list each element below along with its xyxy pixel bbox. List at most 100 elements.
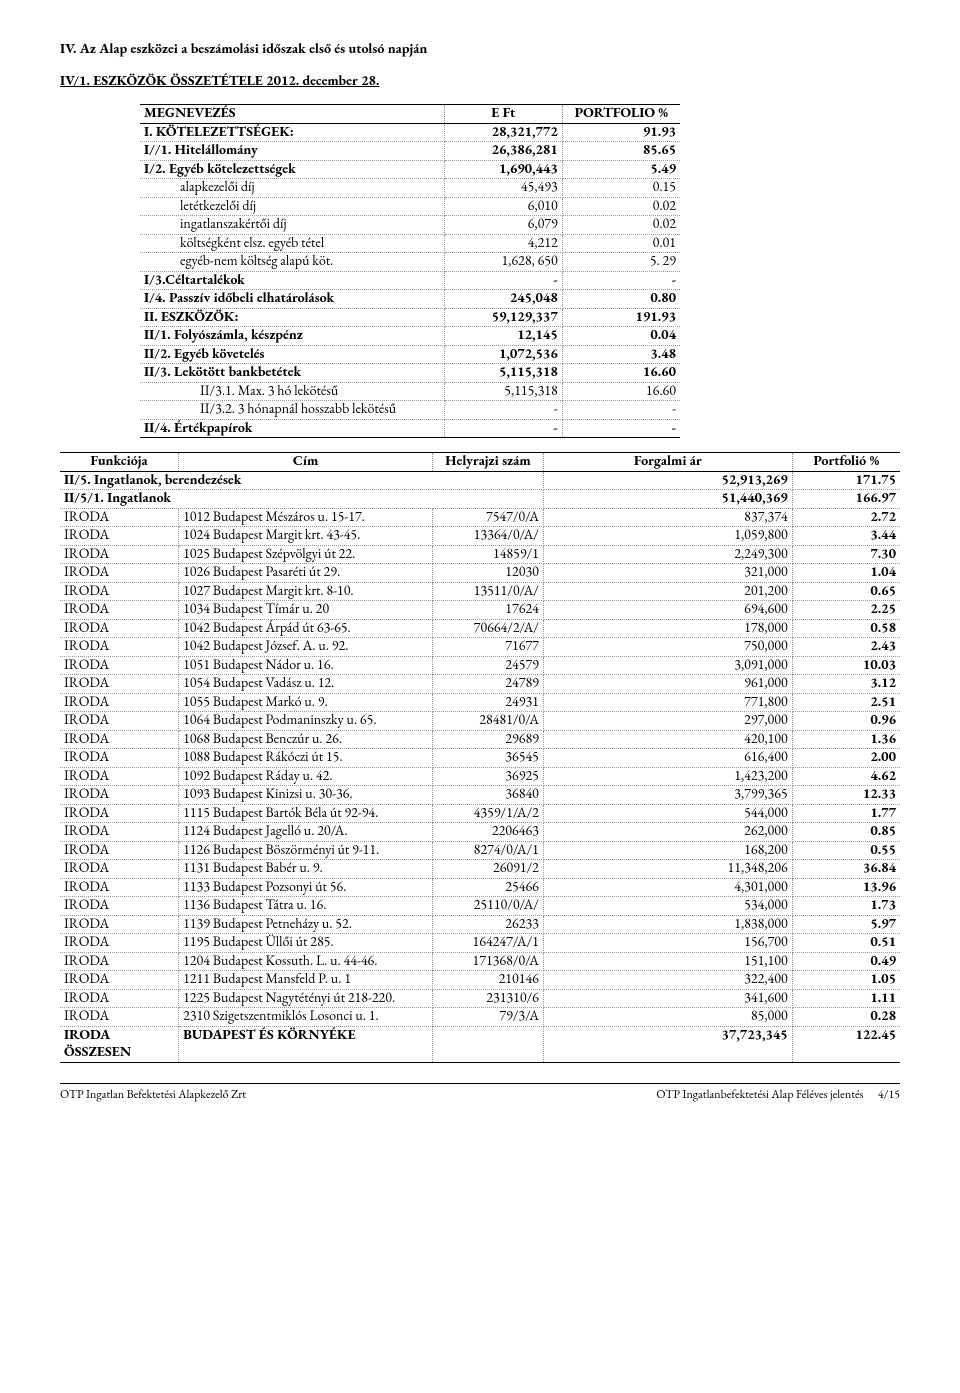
table-row: IRODA1034 Budapest Tímár u. 2017624694,6…	[60, 601, 900, 620]
cell: 1133 Budapest Pozsonyi út 56.	[179, 878, 433, 897]
cell: 79/3/A	[433, 1008, 544, 1027]
cell: 7.30	[792, 545, 900, 564]
table-row: költségként elsz. egyéb tétel4,2120.01	[140, 234, 680, 253]
cell: IRODA	[60, 934, 179, 953]
cell: 1124 Budapest Jagelló u. 20/A.	[179, 823, 433, 842]
cell: 1064 Budapest Podmaninszky u. 65.	[179, 712, 433, 731]
t2-h2: Cím	[179, 453, 433, 472]
row-eft: 6,010	[444, 197, 562, 216]
cell: 1,838,000	[543, 915, 792, 934]
row-pct: 191.93	[562, 308, 680, 327]
table-row: I//1. Hitelállomány26,386,28185.65	[140, 142, 680, 161]
cell: 14859/1	[433, 545, 544, 564]
cell: 151,100	[543, 952, 792, 971]
row-label: egyéb-nem költség alapú köt.	[140, 253, 444, 272]
cell: 1042 Budapest Árpád út 63-65.	[179, 619, 433, 638]
cell: 2310 Szigetszentmiklós Losonci u. 1.	[179, 1008, 433, 1027]
cell: 262,000	[543, 823, 792, 842]
cell: 1,059,800	[543, 527, 792, 546]
cell: 1025 Budapest Szépvölgyi út 22.	[179, 545, 433, 564]
cell: 10.03	[792, 656, 900, 675]
cell: 171368/0/A	[433, 952, 544, 971]
row-label: I/4. Passzív időbeli elhatárolások	[140, 290, 444, 309]
cell: 1.77	[792, 804, 900, 823]
cell: IRODA	[60, 1008, 179, 1027]
cell: IRODA	[60, 619, 179, 638]
row-eft: 28,321,772	[444, 123, 562, 142]
footer-right: 4/15	[878, 1086, 900, 1102]
page-footer: OTP Ingatlan Befektetési Alapkezelő Zrt …	[60, 1083, 900, 1102]
cell: 837,374	[543, 508, 792, 527]
row-pct: 91.93	[562, 123, 680, 142]
row-eft: 245,048	[444, 290, 562, 309]
cell: IRODA	[60, 786, 179, 805]
row-eft: 1,690,443	[444, 160, 562, 179]
cell: 29689	[433, 730, 544, 749]
row-label: alapkezelői díj	[140, 179, 444, 198]
section-amount: 52,913,269	[543, 471, 792, 490]
row-pct: -	[562, 401, 680, 420]
cell: 1.73	[792, 897, 900, 916]
table-row: IRODA1054 Budapest Vadász u. 12.24789961…	[60, 675, 900, 694]
row-pct: 16.60	[562, 364, 680, 383]
cell: 201,200	[543, 582, 792, 601]
table-row: II/4. Értékpapírok--	[140, 419, 680, 438]
cell: 3,091,000	[543, 656, 792, 675]
cell: 71677	[433, 638, 544, 657]
cell: 156,700	[543, 934, 792, 953]
table-row: IRODA1204 Budapest Kossuth. L. u. 44-46.…	[60, 952, 900, 971]
row-pct: 16.60	[562, 382, 680, 401]
table-row: IRODA1136 Budapest Tátra u. 16.25110/0/A…	[60, 897, 900, 916]
table-row: IRODA1012 Budapest Mészáros u. 15-17.754…	[60, 508, 900, 527]
table-row: I/3.Céltartalékok--	[140, 271, 680, 290]
t1-h3: PORTFOLIO %	[562, 105, 680, 124]
t2-h3: Helyrajzi szám	[433, 453, 544, 472]
table-row: II/1. Folyószámla, készpénz12,1450.04	[140, 327, 680, 346]
assets-summary-table: MEGNEVEZÉS E Ft PORTFOLIO % I. KÖTELEZET…	[140, 104, 680, 438]
cell: 0.58	[792, 619, 900, 638]
table-row: IRODA1068 Budapest Benczúr u. 26.2968942…	[60, 730, 900, 749]
row-pct: 5. 29	[562, 253, 680, 272]
cell: 0.49	[792, 952, 900, 971]
section-label: II/5. Ingatlanok, berendezések	[60, 471, 543, 490]
cell: 13511/0/A/	[433, 582, 544, 601]
table-row: II. ESZKÖZÖK:59,129,337191.93	[140, 308, 680, 327]
cell: 36545	[433, 749, 544, 768]
cell: 1042 Budapest József. A. u. 92.	[179, 638, 433, 657]
row-label: II/3.1. Max. 3 hó lekötésű	[140, 382, 444, 401]
row-label: letétkezelői díj	[140, 197, 444, 216]
row-label: II/2. Egyéb követelés	[140, 345, 444, 364]
cell: IRODA	[60, 545, 179, 564]
cell: 322,400	[543, 971, 792, 990]
properties-table: Funkciója Cím Helyrajzi szám Forgalmi ár…	[60, 452, 900, 1063]
row-pct: 0.15	[562, 179, 680, 198]
cell: 420,100	[543, 730, 792, 749]
section-pct: 166.97	[792, 490, 900, 509]
row-label: II. ESZKÖZÖK:	[140, 308, 444, 327]
cell: 4359/1/A/2	[433, 804, 544, 823]
cell: 36925	[433, 767, 544, 786]
cell: 2.43	[792, 638, 900, 657]
row-label: II/4. Értékpapírok	[140, 419, 444, 438]
row-eft: 12,145	[444, 327, 562, 346]
row-pct: 0.02	[562, 216, 680, 235]
table-row: IRODA1026 Budapest Pasaréti út 29.120303…	[60, 564, 900, 583]
table-row: I. KÖTELEZETTSÉGEK:28,321,77291.93	[140, 123, 680, 142]
table-row: IRODA1027 Budapest Margit krt. 8-10.1351…	[60, 582, 900, 601]
table-row: IRODA1225 Budapest Nagytétényi út 218-22…	[60, 989, 900, 1008]
cell: 0.55	[792, 841, 900, 860]
row-pct: 0.01	[562, 234, 680, 253]
cell: 1068 Budapest Benczúr u. 26.	[179, 730, 433, 749]
row-pct: 85.65	[562, 142, 680, 161]
cell: IRODA	[60, 601, 179, 620]
cell: 1024 Budapest Margit krt. 43-45.	[179, 527, 433, 546]
row-label: költségként elsz. egyéb tétel	[140, 234, 444, 253]
cell: 1195 Budapest Üllői út 285.	[179, 934, 433, 953]
cell: IRODA	[60, 971, 179, 990]
cell: 13.96	[792, 878, 900, 897]
cell: 36840	[433, 786, 544, 805]
cell: IRODA	[60, 804, 179, 823]
cell: 0.85	[792, 823, 900, 842]
table-row: IRODA1126 Budapest Böszörményi út 9-11.8…	[60, 841, 900, 860]
table-row: I/2. Egyéb kötelezettségek1,690,4435.49	[140, 160, 680, 179]
